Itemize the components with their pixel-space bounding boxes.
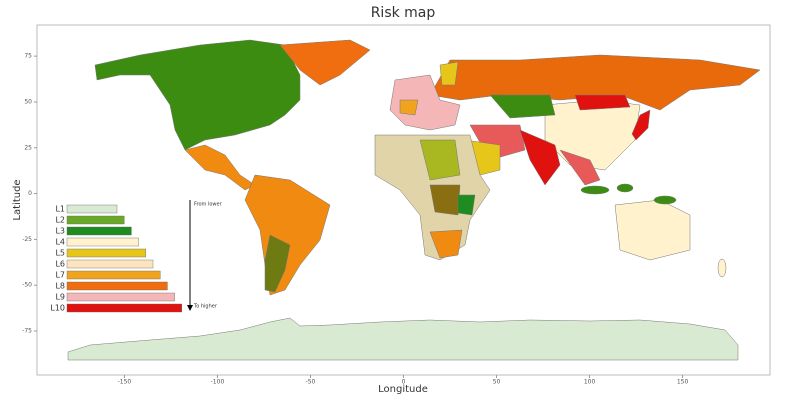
countries — [67, 39, 761, 361]
legend-swatch — [66, 248, 147, 258]
legend-label: L1 — [55, 205, 65, 214]
x-tick-label: -100 — [211, 379, 225, 386]
legend-swatch — [66, 204, 118, 214]
y-tick-label: -25 — [22, 236, 32, 243]
europe — [389, 74, 461, 131]
legend-swatch — [66, 281, 168, 291]
india — [519, 129, 561, 186]
legend-swatch — [66, 215, 125, 225]
x-tick-label: 100 — [584, 379, 596, 386]
legend-swatch — [66, 237, 139, 247]
africa-central — [429, 184, 461, 216]
argentina — [264, 234, 291, 293]
x-tick-label: 150 — [677, 379, 689, 386]
new-guinea — [653, 195, 677, 205]
europe-west — [399, 99, 419, 116]
antarctica — [67, 317, 739, 361]
legend-end-label: To higher — [193, 304, 218, 310]
x-tick-label: 50 — [493, 379, 501, 386]
north-america — [94, 39, 301, 151]
x-tick-label: -150 — [118, 379, 132, 386]
legend-swatch — [66, 259, 154, 269]
legend-swatch — [66, 303, 183, 313]
x-axis-label: Longitude — [378, 384, 428, 395]
japan — [631, 109, 651, 141]
scandinavia — [439, 61, 459, 86]
y-tick-label: 25 — [24, 144, 32, 151]
legend-label: L10 — [50, 304, 65, 313]
legend-label: L8 — [55, 282, 65, 291]
kazakhstan — [489, 94, 556, 119]
kenya — [457, 194, 476, 216]
borneo — [616, 183, 634, 193]
legend-start-label: From lower — [194, 202, 223, 208]
y-axis-label: Latitude — [12, 179, 23, 220]
south-america — [244, 174, 331, 296]
legend-label: L2 — [55, 216, 65, 225]
legend-label: L3 — [55, 227, 65, 236]
south-africa — [429, 229, 463, 259]
africa-north — [419, 139, 461, 181]
y-tick-label: 75 — [24, 53, 32, 60]
legend-label: L6 — [55, 260, 65, 269]
southeast-asia — [559, 149, 601, 186]
legend-swatch — [66, 270, 161, 280]
y-tick-label: 50 — [24, 98, 32, 105]
x-tick-label: -50 — [306, 379, 316, 386]
y-tick-label: -50 — [22, 282, 32, 289]
legend-arrowhead — [187, 305, 193, 311]
y-tick-label: 0 — [28, 190, 32, 197]
legend-label: L4 — [55, 238, 65, 247]
y-tick-label: -75 — [22, 328, 32, 335]
new-zealand — [717, 258, 727, 278]
mongolia — [574, 94, 631, 111]
chart-title: Risk map — [371, 5, 436, 21]
legend-swatch — [66, 292, 175, 302]
central-america — [184, 144, 256, 191]
legend-label: L9 — [55, 293, 65, 302]
indonesia — [580, 185, 610, 195]
legend-swatch — [66, 226, 132, 236]
china — [544, 99, 641, 171]
legend-label: L7 — [55, 271, 65, 280]
greenland — [279, 39, 371, 86]
x-tick-label: 0 — [402, 379, 406, 386]
legend-label: L5 — [55, 249, 65, 258]
australia — [614, 199, 691, 261]
